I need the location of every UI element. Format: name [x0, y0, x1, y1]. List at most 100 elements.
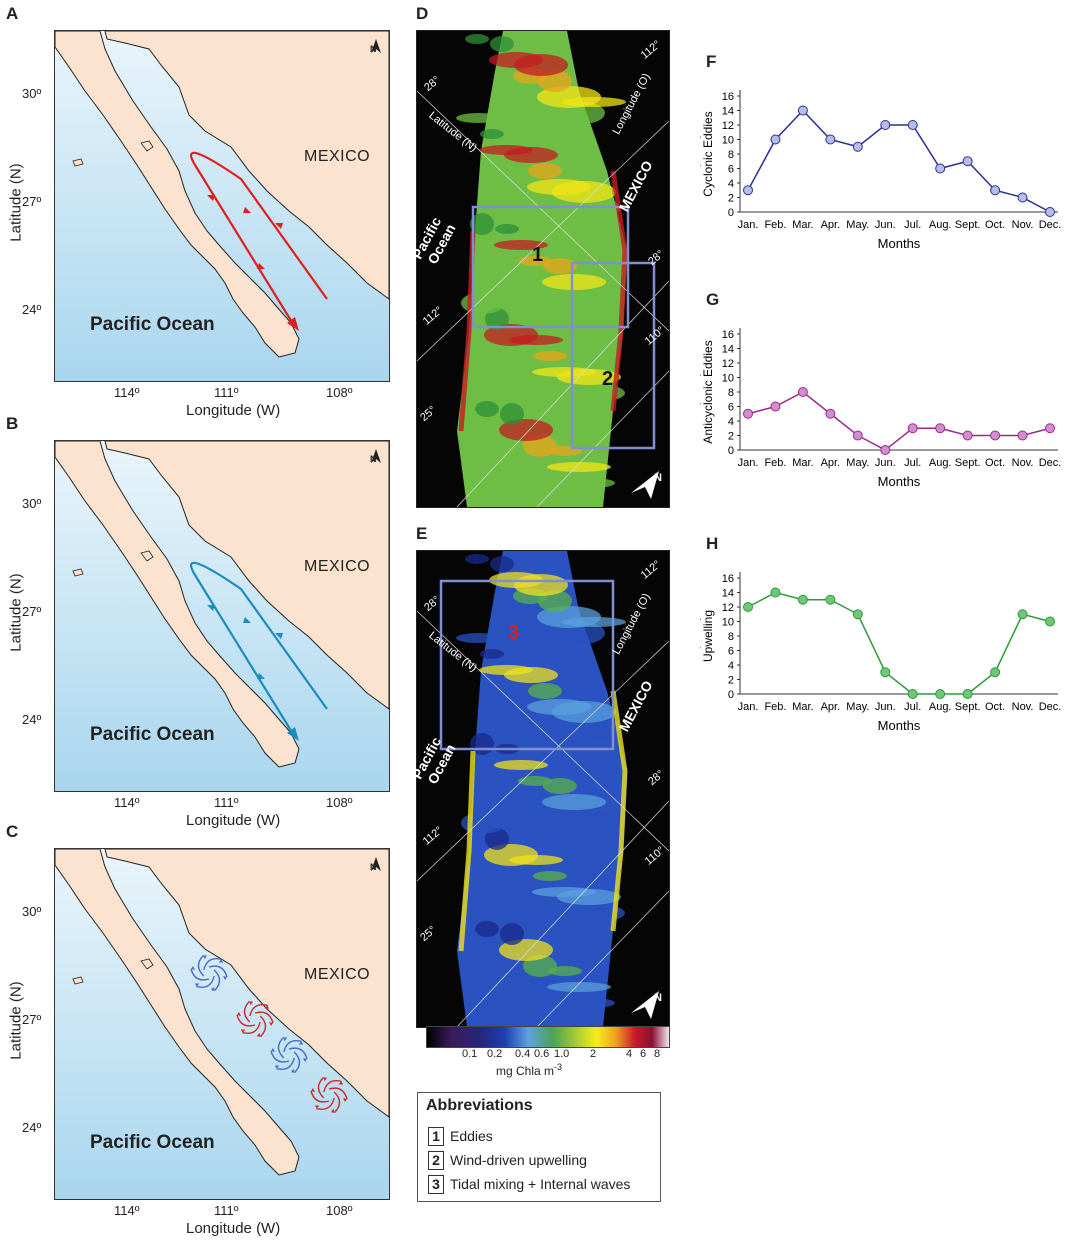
north-arrow-icon	[371, 857, 381, 871]
longitude-tick: 114º	[114, 385, 140, 400]
y-tick-label: 16	[722, 573, 734, 585]
north-arrow-icon	[631, 991, 659, 1019]
y-tick-label: 4	[728, 416, 734, 428]
data-point	[962, 689, 973, 699]
series-line	[747, 391, 1051, 451]
data-point	[1017, 430, 1028, 441]
north-label: N	[370, 862, 377, 872]
y-tick-label: 2	[728, 431, 734, 443]
region-box	[471, 205, 630, 329]
x-tick-label: Oct.	[985, 219, 1005, 231]
y-tick-label: 12	[722, 120, 734, 132]
y-tick-label: 8	[728, 631, 734, 643]
x-tick-label: Feb.	[764, 701, 786, 713]
x-tick-label: Mar.	[792, 701, 813, 713]
abbreviations-box: Abbreviations 1 Eddies 2 Wind-driven upwel…	[417, 1092, 661, 1202]
mexico-label: MEXICO	[304, 558, 371, 575]
y-tick-label: 8	[728, 387, 734, 399]
y-axis-title: Frequency ofAnticyclonic Eddies	[700, 340, 715, 443]
latitude-axis-title: Latitude (N)	[7, 573, 25, 652]
line-chart: 0 2 4 6 8 10 12 14 16 Jan. Feb. Mar. Apr. May. Jun. Jul…	[700, 90, 1061, 251]
data-point	[962, 430, 973, 441]
data-point	[825, 594, 836, 605]
y-tick-label: 16	[722, 329, 734, 341]
data-point	[990, 185, 1001, 196]
panel-letter: B	[6, 414, 19, 433]
abbreviation-text: Eddies	[450, 1128, 493, 1144]
colorbar-tick: 4	[626, 1048, 633, 1060]
x-tick-label: May.	[846, 219, 869, 231]
longitude-tick: 111º	[214, 795, 239, 810]
data-point	[770, 587, 781, 598]
region-box	[439, 579, 615, 751]
chlorophyll-satellite-image	[416, 30, 670, 508]
y-tick-label: 14	[722, 106, 734, 118]
data-point	[935, 423, 946, 434]
y-axis-title-line1: Frequency of	[700, 600, 701, 671]
y-tick-label: 4	[728, 178, 734, 190]
latitude-tick: 30º	[22, 496, 42, 511]
chart-axes	[739, 328, 1058, 451]
panel-letter: H	[706, 534, 719, 553]
longitude-axis-title: Longitude (W)	[186, 812, 281, 829]
x-tick-label: Feb.	[764, 219, 786, 231]
y-tick-label: 8	[728, 149, 734, 161]
y-tick-label: 6	[728, 164, 734, 176]
abbreviations-title: Abbreviations	[426, 1097, 533, 1114]
panel-letter: D	[416, 4, 429, 23]
latitude-tick: 27º	[22, 1012, 42, 1027]
y-axis-title-line2: Cyclonic Eddies	[701, 111, 715, 196]
y-tick-label: 14	[722, 344, 734, 356]
data-point	[880, 120, 891, 130]
longitude-tick: 108º	[326, 795, 353, 810]
anticyclonic-eddy-icon	[310, 1076, 348, 1114]
x-tick-label: Nov.	[1012, 219, 1034, 231]
map-panel	[54, 30, 390, 382]
x-axis-title: Months	[878, 236, 921, 251]
y-tick-label: 10	[722, 135, 734, 147]
latitude-tick: 24º	[22, 302, 42, 317]
x-tick-label: Apr.	[821, 219, 841, 231]
latitude-tick: 27º	[22, 194, 42, 209]
x-tick-label: Feb.	[764, 457, 786, 469]
panel-letter: A	[6, 4, 19, 23]
region-number-label: 3	[508, 622, 520, 644]
x-tick-label: Oct.	[985, 457, 1005, 469]
line-chart: 0 2 4 6 8 10 12 14 16 Jan. Feb. Mar. Apr. May. Jun. Jul…	[700, 572, 1061, 733]
colorbar-label: mg Chla m-3	[496, 1062, 563, 1078]
x-tick-label: Sept.	[955, 219, 981, 231]
north-label: N	[654, 992, 662, 1004]
north-label: N	[370, 44, 377, 54]
x-tick-label: Aug.	[929, 219, 952, 231]
colorbar-tick: 6	[640, 1048, 647, 1060]
y-axis-title-line2: Upwelling	[701, 610, 715, 662]
y-tick-label: 4	[728, 660, 734, 672]
x-tick-label: Jan.	[738, 701, 759, 713]
y-tick-label: 0	[728, 689, 734, 701]
data-point	[852, 609, 863, 620]
longitude-axis-title: Longitude (W)	[186, 1220, 281, 1237]
colorbar-tick: 0.4	[515, 1048, 531, 1060]
region-box	[570, 261, 656, 450]
region-number-label: 2	[602, 368, 614, 390]
data-point	[825, 408, 836, 419]
x-tick-label: Sept.	[955, 457, 981, 469]
north-arrow-icon	[371, 39, 381, 53]
data-point	[770, 134, 781, 145]
x-tick-label: Aug.	[929, 701, 952, 713]
abbreviation-item: 2 Wind-driven upwelling	[428, 1151, 587, 1170]
x-tick-label: Mar.	[792, 457, 813, 469]
abbreviation-item: 1 Eddies	[428, 1127, 493, 1146]
series-line	[747, 109, 1051, 213]
x-tick-label: Jul.	[904, 457, 921, 469]
region-number-label: 1	[532, 244, 544, 266]
abbreviation-item: 3 Tidal mixing + Internal waves	[428, 1175, 630, 1194]
x-tick-label: Jul.	[904, 219, 921, 231]
red-circulation-arrow	[190, 151, 328, 331]
north-label: N	[370, 454, 377, 464]
latitude-tick: 24º	[22, 1120, 42, 1135]
mexico-label: MEXICO	[304, 966, 371, 983]
chlorophyll-colorbar	[426, 1026, 670, 1048]
cyclonic-eddy-icon	[270, 1036, 308, 1074]
data-point	[935, 689, 946, 699]
